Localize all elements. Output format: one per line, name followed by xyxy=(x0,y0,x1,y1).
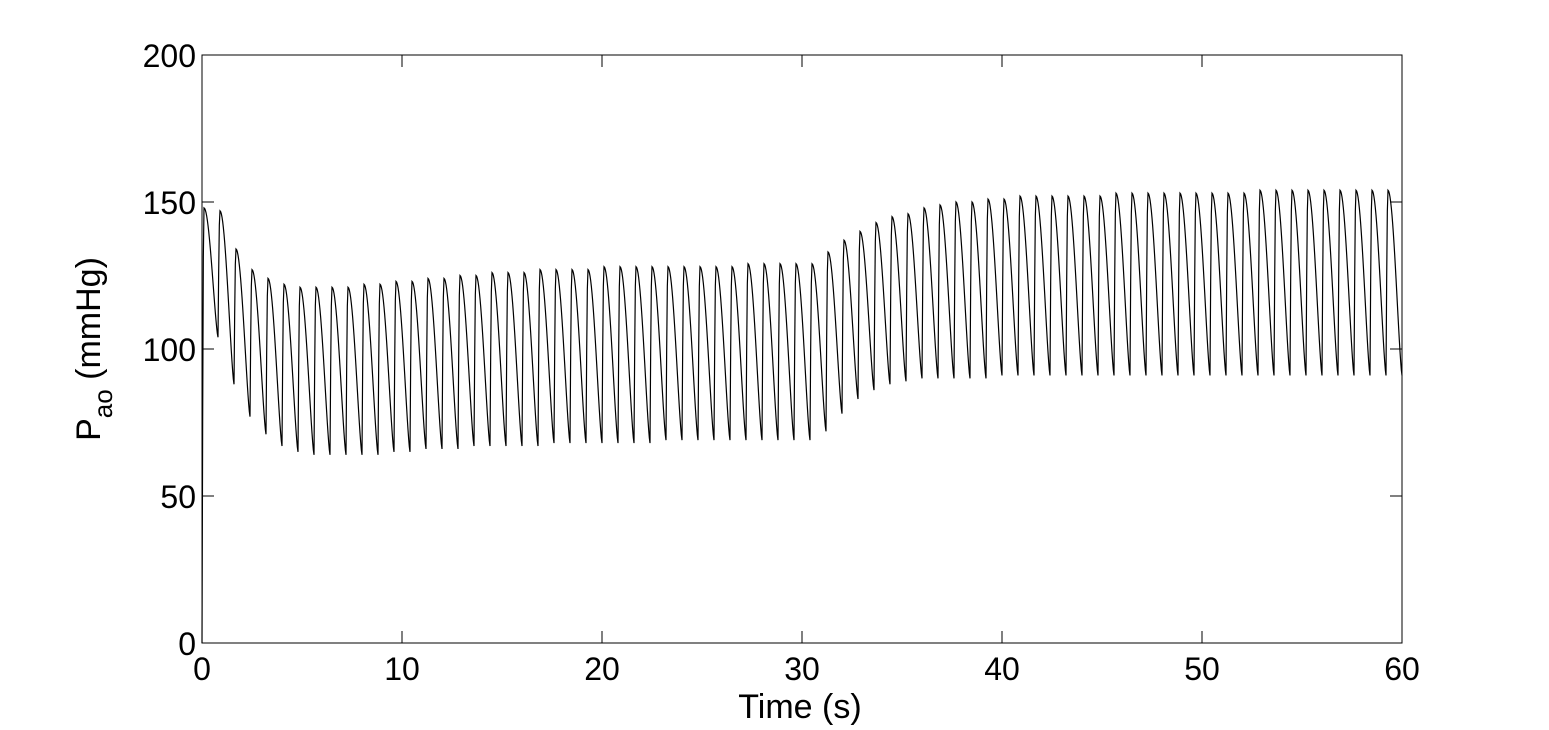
plot-area xyxy=(201,54,1403,644)
y-axis-label-sub: ao xyxy=(88,389,118,418)
x-tick-label: 50 xyxy=(1184,651,1220,687)
x-tick-label: 60 xyxy=(1384,651,1420,687)
y-tick-label: 150 xyxy=(143,185,196,221)
y-axis-label-main: P xyxy=(70,418,108,441)
y-axis-label-group: Pao (mmHg) xyxy=(70,257,118,441)
axis-tick-labels: 0 10 20 30 40 50 60 0 50 100 150 200 xyxy=(143,38,1420,687)
y-tick-label: 200 xyxy=(143,38,196,74)
pressure-series-line xyxy=(201,188,1403,644)
x-tick-label: 40 xyxy=(984,651,1020,687)
y-tick-label: 0 xyxy=(178,626,196,662)
y-axis-label-rest: (mmHg) xyxy=(70,257,108,389)
y-tick-label: 100 xyxy=(143,332,196,368)
x-tick-label: 0 xyxy=(193,651,211,687)
y-tick-label: 50 xyxy=(160,479,196,515)
axis-ticks xyxy=(201,54,1403,644)
x-axis-label: Time (s) xyxy=(738,688,861,726)
x-tick-label: 30 xyxy=(784,651,820,687)
y-axis-label: Pao (mmHg) xyxy=(70,257,118,441)
x-tick-label: 20 xyxy=(584,651,620,687)
x-tick-label: 10 xyxy=(384,651,420,687)
